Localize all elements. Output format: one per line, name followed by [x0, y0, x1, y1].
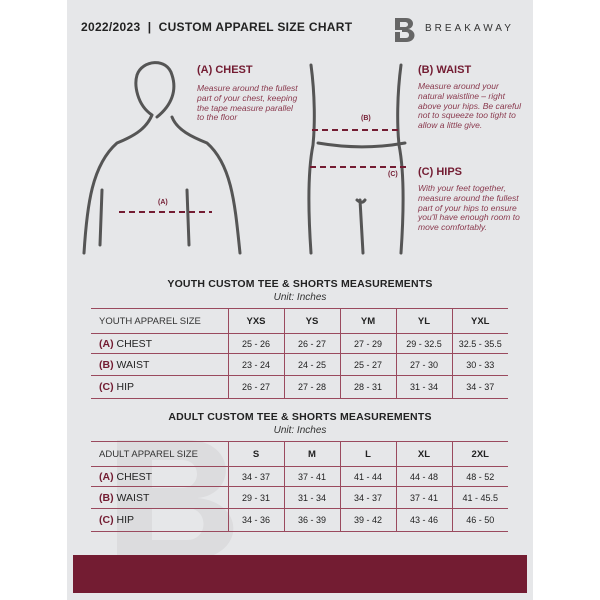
cell: 24 - 25 [283, 353, 340, 376]
table-row: (B) WAIST 23 - 24 24 - 25 25 - 27 27 - 30 30… [91, 353, 508, 376]
cell: 23 - 24 [227, 353, 284, 376]
chest-marker: (A) [158, 199, 168, 206]
youth-size-table: YOUTH APPAREL SIZE YXS YS YM YL YXL (A) … [91, 308, 508, 399]
cell: 48 - 52 [451, 466, 508, 487]
cell: 34 - 36 [227, 508, 284, 532]
waist-description: Measure around your natural waistline – … [418, 81, 522, 131]
table-header-row: YOUTH APPAREL SIZE YXS YS YM YL YXL [91, 308, 508, 334]
cell: 41 - 45.5 [451, 486, 508, 509]
header-cell: YXL [451, 308, 508, 334]
table-header-row: ADULT APPAREL SIZE S M L XL 2XL [91, 441, 508, 467]
cell: 27 - 30 [395, 353, 452, 376]
cell: 32.5 - 35.5 [451, 333, 508, 354]
cell: 27 - 28 [283, 375, 340, 399]
header-cell: ADULT APPAREL SIZE [91, 441, 228, 467]
cell: 31 - 34 [283, 486, 340, 509]
waist-marker: (B) [361, 115, 371, 122]
table-row: (C) HIP 34 - 36 36 - 39 39 - 42 43 - 46 46 -… [91, 508, 508, 532]
header-cell: S [227, 441, 284, 467]
adult-size-table: ADULT APPAREL SIZE S M L XL 2XL (A) CHES… [91, 441, 508, 532]
youth-table-title: YOUTH CUSTOM TEE & SHORTS MEASUREMENTS [167, 278, 433, 290]
row-label: (A) CHEST [91, 466, 228, 487]
cell: 26 - 27 [227, 375, 284, 399]
cell: 46 - 50 [451, 508, 508, 532]
cell: 37 - 41 [395, 486, 452, 509]
header-cell: M [283, 441, 340, 467]
cell: 25 - 26 [227, 333, 284, 354]
cell: 29 - 32.5 [395, 333, 452, 354]
cell: 37 - 41 [283, 466, 340, 487]
hips-heading: (C) HIPS [418, 166, 462, 178]
adult-table-title: ADULT CUSTOM TEE & SHORTS MEASUREMENTS [168, 411, 432, 423]
brand-name: BREAKAWAY [425, 23, 514, 34]
chest-heading: (A) CHEST [197, 64, 253, 76]
header-cell: XL [395, 441, 452, 467]
header-cell: 2XL [451, 441, 508, 467]
cell: 30 - 33 [451, 353, 508, 376]
cell: 34 - 37 [451, 375, 508, 399]
cell: 27 - 29 [339, 333, 396, 354]
cell: 28 - 31 [339, 375, 396, 399]
header-cell: YXS [227, 308, 284, 334]
cell: 41 - 44 [339, 466, 396, 487]
header-cell: L [339, 441, 396, 467]
cell: 39 - 42 [339, 508, 396, 532]
cell: 29 - 31 [227, 486, 284, 509]
waist-heading: (B) WAIST [418, 64, 472, 76]
size-chart-card: 2022/2023 | CUSTOM APPAREL SIZE CHART BR… [67, 0, 533, 600]
cell: 44 - 48 [395, 466, 452, 487]
header-cell: YS [283, 308, 340, 334]
cell: 34 - 37 [339, 486, 396, 509]
hips-marker: (C) [388, 171, 398, 178]
cell: 26 - 27 [283, 333, 340, 354]
header-cell: YOUTH APPAREL SIZE [91, 308, 228, 334]
row-label: (C) HIP [91, 375, 228, 399]
table-row: (C) HIP 26 - 27 27 - 28 28 - 31 31 - 34 34 -… [91, 375, 508, 399]
page-title: 2022/2023 | CUSTOM APPAREL SIZE CHART [81, 20, 353, 34]
table-row: (A) CHEST 34 - 37 37 - 41 41 - 44 44 - 48 48… [91, 466, 508, 487]
table-row: (B) WAIST 29 - 31 31 - 34 34 - 37 37 - 41 41… [91, 486, 508, 509]
cell: 36 - 39 [283, 508, 340, 532]
cell: 31 - 34 [395, 375, 452, 399]
breakaway-logo-icon [389, 18, 415, 42]
cell: 43 - 46 [395, 508, 452, 532]
header-cell: YL [395, 308, 452, 334]
youth-unit: Unit: Inches [273, 292, 327, 303]
table-row: (A) CHEST 25 - 26 26 - 27 27 - 29 29 - 32.5… [91, 333, 508, 354]
row-label: (B) WAIST [91, 353, 228, 376]
cell: 34 - 37 [227, 466, 284, 487]
hips-description: With your feet together, measure around … [418, 183, 520, 233]
cell: 25 - 27 [339, 353, 396, 376]
row-label: (B) WAIST [91, 486, 228, 509]
row-label: (A) CHEST [91, 333, 228, 354]
header-cell: YM [339, 308, 396, 334]
chest-description: Measure around the fullest part of your … [197, 83, 298, 123]
row-label: (C) HIP [91, 508, 228, 532]
adult-unit: Unit: Inches [273, 425, 327, 436]
body-figures [82, 61, 407, 255]
footer-bar [73, 555, 527, 593]
